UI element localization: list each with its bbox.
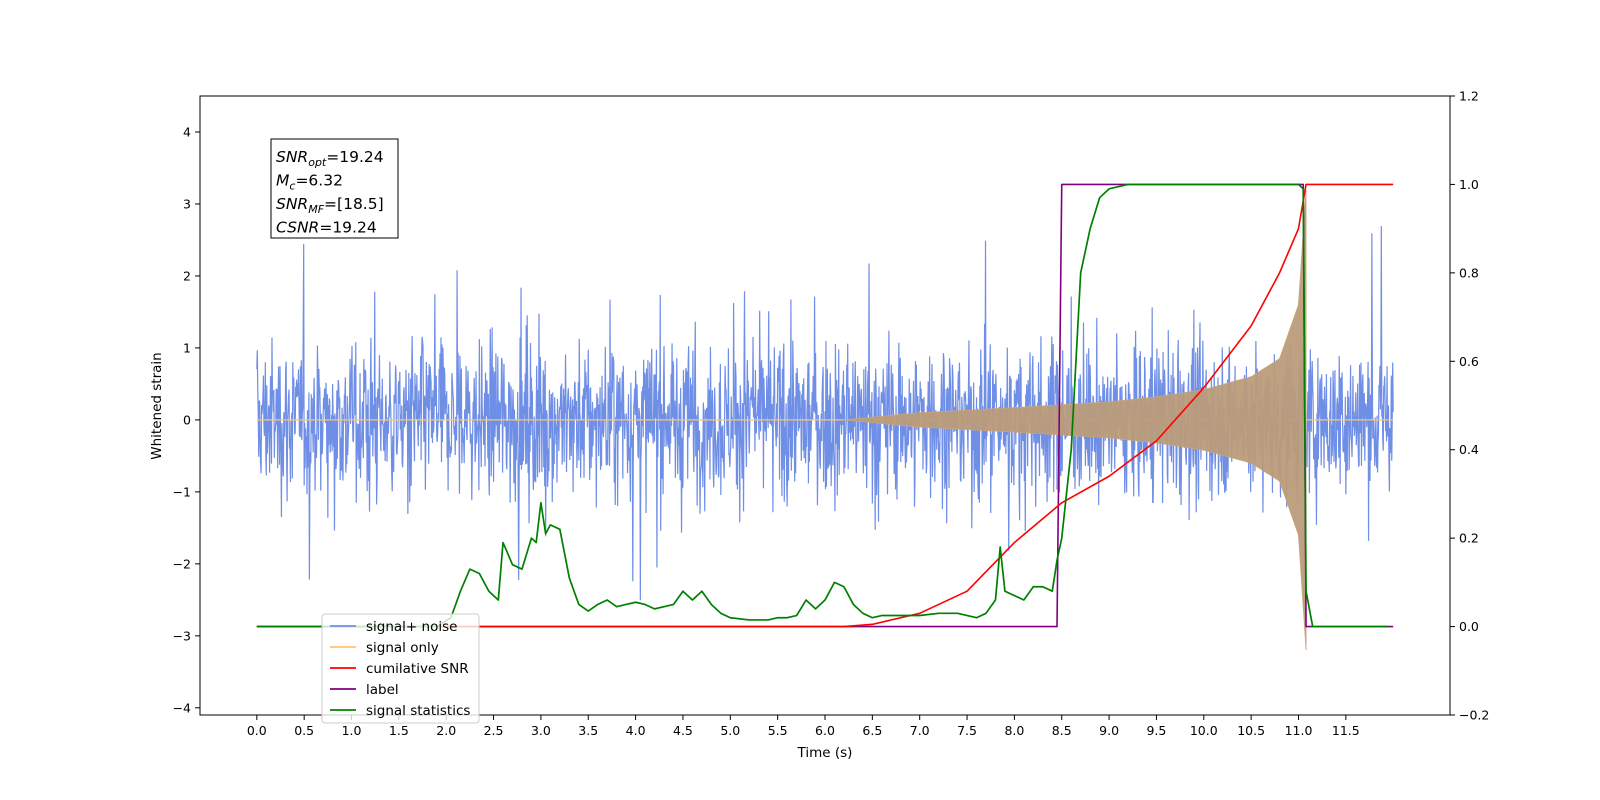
x-tick-label: 7.0 <box>910 723 930 738</box>
x-axis-ticks: 0.0 0.5 1.0 1.5 2.0 2.5 3.0 3.5 4.0 4.5 5.0 5.5 6.0 6… <box>247 715 1360 738</box>
y2-tick-label: 1.0 <box>1459 177 1479 192</box>
annotation-line: SNRopt=19.24 <box>276 148 384 169</box>
legend-frame <box>321 613 480 724</box>
x-tick-label: 11.5 <box>1332 723 1360 738</box>
x-tick-label: 3.5 <box>578 723 598 738</box>
y2-axis-ticks: −0.2 0.0 0.2 0.4 0.6 0.8 1.0 1.2 <box>1450 89 1489 723</box>
x-tick-label: 6.0 <box>815 723 835 738</box>
plot-area <box>256 183 1394 651</box>
x-tick-label: 1.5 <box>389 723 409 738</box>
legend-entry-label: signal statistics <box>366 703 470 719</box>
y-tick-label: 3 <box>183 196 191 211</box>
x-tick-label: 2.0 <box>436 723 456 738</box>
x-tick-label: 0.0 <box>247 723 267 738</box>
x-tick-label: 6.5 <box>862 723 882 738</box>
legend: signal+ noise signal only cumilative SNR la… <box>321 613 480 724</box>
y-tick-label: 4 <box>183 124 191 139</box>
series-signal-only <box>843 189 1307 651</box>
x-tick-label: 3.0 <box>531 723 551 738</box>
x-tick-label: 5.0 <box>720 723 740 738</box>
legend-entry-label: signal+ noise <box>366 619 457 635</box>
x-tick-label: 1.0 <box>342 723 362 738</box>
y-tick-label: 2 <box>183 268 191 283</box>
x-tick-label: 10.0 <box>1190 723 1218 738</box>
y2-tick-label: 0.2 <box>1459 531 1479 546</box>
x-tick-label: 10.5 <box>1237 723 1265 738</box>
annotation-line: CSNR=19.24 <box>276 219 377 237</box>
x-tick-label: 0.5 <box>294 723 314 738</box>
x-tick-label: 2.5 <box>484 723 504 738</box>
series-signal-statistics <box>256 183 1389 628</box>
y-tick-label: −3 <box>173 628 191 643</box>
y2-tick-label: 1.2 <box>1459 89 1479 104</box>
y-axis-ticks: −4 −3 −2 −1 0 1 2 3 4 <box>173 124 200 715</box>
x-tick-label: 9.0 <box>1099 723 1119 738</box>
x-tick-label: 8.5 <box>1052 723 1072 738</box>
y2-tick-label: 0.4 <box>1459 442 1479 457</box>
y-axis-label: Whitened strain <box>149 352 165 459</box>
annotation-line: SNRMF=[18.5] <box>276 195 384 216</box>
y-tick-label: 1 <box>183 340 191 355</box>
y2-tick-label: −0.2 <box>1459 708 1489 723</box>
x-tick-label: 4.5 <box>673 723 693 738</box>
y-tick-label: −1 <box>173 484 191 499</box>
y-tick-label: 0 <box>183 412 191 427</box>
annotation-line: Mc=6.32 <box>276 172 343 193</box>
y-tick-label: −4 <box>173 700 191 715</box>
x-tick-label: 5.5 <box>768 723 788 738</box>
legend-entry-label: cumilative SNR <box>366 661 469 677</box>
x-axis-label: Time (s) <box>797 745 853 761</box>
x-tick-label: 9.5 <box>1146 723 1166 738</box>
legend-entry-label: signal only <box>366 640 439 656</box>
x-tick-label: 8.0 <box>1004 723 1024 738</box>
annotation-frame <box>270 138 399 239</box>
x-tick-label: 11.0 <box>1285 723 1313 738</box>
x-tick-label: 7.5 <box>957 723 977 738</box>
x-tick-label: 4.0 <box>626 723 646 738</box>
y2-tick-label: 0.8 <box>1459 265 1479 280</box>
y-tick-label: −2 <box>173 556 191 571</box>
y2-tick-label: 0.6 <box>1459 354 1479 369</box>
legend-entry-label: label <box>366 682 399 698</box>
series-cumulative-snr <box>256 183 1394 628</box>
y2-tick-label: 0.0 <box>1459 619 1479 634</box>
